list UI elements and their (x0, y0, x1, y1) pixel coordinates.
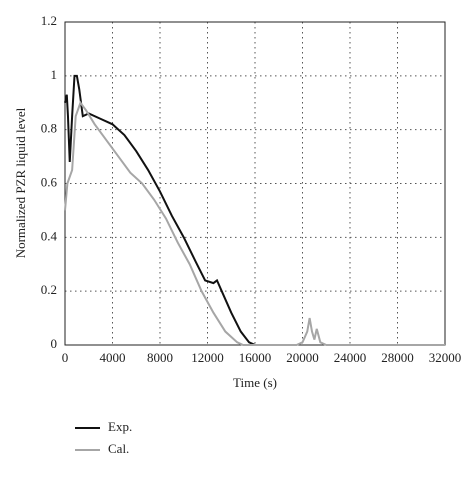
y-tick-label: 0.8 (41, 121, 57, 136)
legend-label: Cal. (108, 441, 129, 456)
x-tick-label: 28000 (381, 350, 414, 365)
y-tick-label: 0.2 (41, 282, 57, 297)
data-line (64, 74, 256, 346)
x-tick-label: 12000 (191, 350, 224, 365)
y-axis-label: Normalized PZR liquid level (13, 107, 28, 258)
x-tick-label: 0 (62, 350, 69, 365)
data-line (64, 100, 445, 346)
y-tick-label: 0.6 (41, 174, 58, 189)
x-axis-label: Time (s) (233, 375, 277, 390)
x-tick-label: 8000 (147, 350, 173, 365)
y-tick-label: 0 (51, 336, 58, 351)
x-tick-label: 16000 (239, 350, 272, 365)
y-tick-label: 0.4 (41, 228, 58, 243)
y-tick-label: 1.2 (41, 13, 57, 28)
x-tick-label: 32000 (429, 350, 462, 365)
x-tick-label: 24000 (334, 350, 367, 365)
y-tick-label: 1 (51, 67, 58, 82)
legend-label: Exp. (108, 419, 132, 434)
x-tick-label: 20000 (286, 350, 319, 365)
x-tick-label: 4000 (100, 350, 126, 365)
